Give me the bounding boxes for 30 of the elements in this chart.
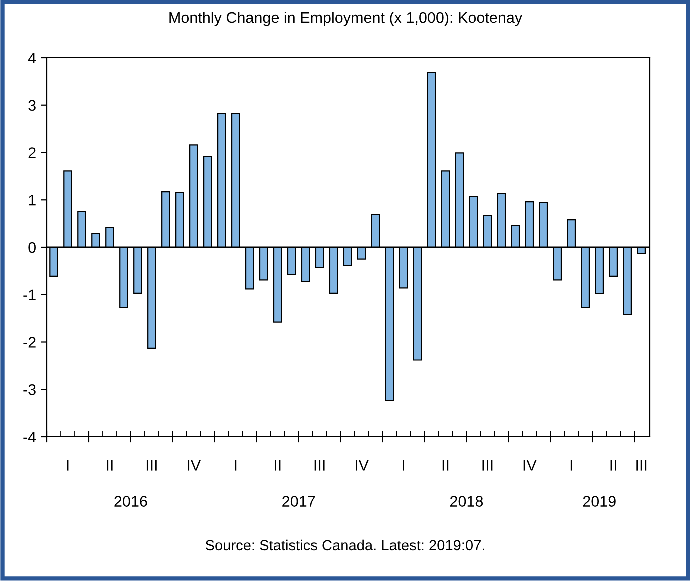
y-tick-label: -4 xyxy=(24,432,36,443)
x-tick-label: I xyxy=(67,460,69,471)
chart-title: Monthly Change in Employment (x 1,000): Kootenay xyxy=(170,12,523,26)
text: 2019 xyxy=(583,496,616,507)
y-tick-label: -2 xyxy=(24,337,36,348)
text: 2017 xyxy=(282,496,316,507)
x-tick-label: I xyxy=(235,460,237,471)
y-tick-label: 1 xyxy=(29,195,36,206)
x-tick-label: III xyxy=(146,460,157,471)
y-tick-label: 0 xyxy=(28,242,36,254)
x-tick-label: II xyxy=(442,460,449,471)
x-tick-label: II xyxy=(610,460,616,471)
text: 2016 xyxy=(114,496,148,507)
x-tick-label: I xyxy=(403,460,404,471)
x-tick-label: I xyxy=(570,460,572,471)
y-tick-label: 3 xyxy=(28,100,36,112)
x-tick-label: IV xyxy=(356,460,369,471)
y-tick-label: -3 xyxy=(24,384,36,396)
y-tick-label: 2 xyxy=(28,148,36,158)
x-tick-label: IV xyxy=(188,460,202,471)
y-tick-label: 4 xyxy=(28,53,36,64)
x-tick-label: IV xyxy=(524,460,537,471)
y-tick-label: -1 xyxy=(24,290,36,300)
x-tick-label: II xyxy=(275,460,281,471)
text: 2018 xyxy=(450,496,484,507)
x-tick-label: III xyxy=(314,460,325,471)
x-tick-label: III xyxy=(482,460,493,471)
source-note: Source: Statistics Canada. Latest: 2019:07. xyxy=(206,540,484,551)
x-tick-label: II xyxy=(107,460,113,471)
x-tick-label: III xyxy=(636,460,647,471)
